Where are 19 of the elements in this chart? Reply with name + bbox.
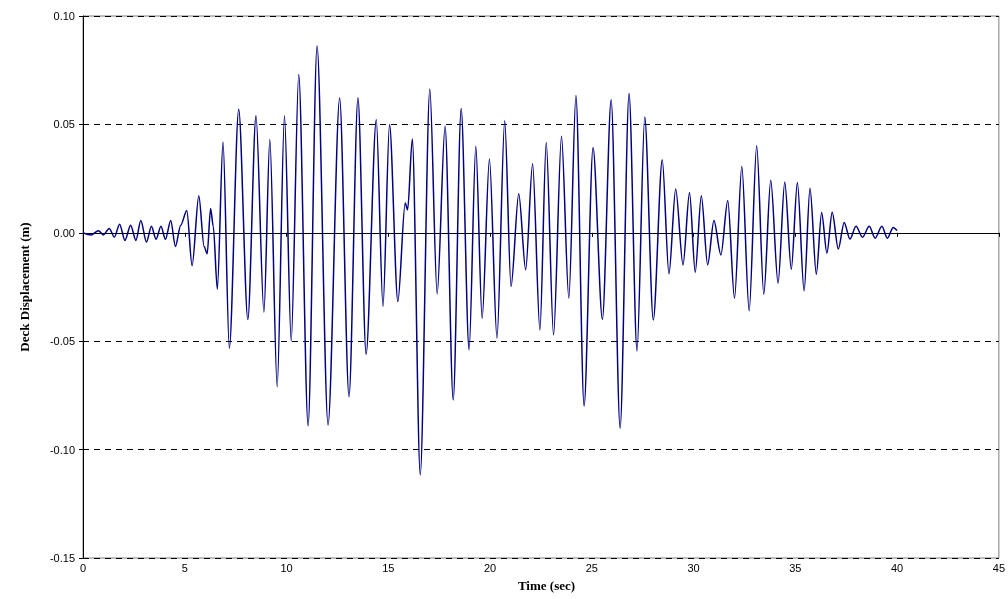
- x-tick-label: 30: [687, 561, 700, 574]
- x-tick-label: 20: [483, 561, 497, 574]
- x-tick-label: 25: [585, 561, 598, 574]
- x-tick-label: 5: [181, 561, 188, 574]
- y-tick-label: 0.05: [53, 118, 75, 131]
- x-tick-label: 15: [382, 561, 395, 574]
- y-axis-title: Deck Displacement (m): [17, 222, 32, 352]
- y-tick-label: 0.00: [53, 226, 75, 239]
- x-tick-label: 35: [789, 561, 802, 574]
- y-tick-label: -0.15: [49, 552, 75, 564]
- x-tick-label: 0: [79, 561, 87, 574]
- y-tick-label: 0.10: [53, 10, 75, 22]
- x-axis-title: Time (sec): [517, 578, 576, 593]
- x-tick-label: 40: [890, 561, 904, 574]
- x-tick-label: 10: [280, 561, 293, 574]
- y-tick-label: -0.10: [49, 443, 75, 456]
- x-tick-label: 45: [992, 561, 1006, 574]
- y-tick-label: -0.05: [49, 335, 75, 348]
- line-series: [82, 44, 898, 476]
